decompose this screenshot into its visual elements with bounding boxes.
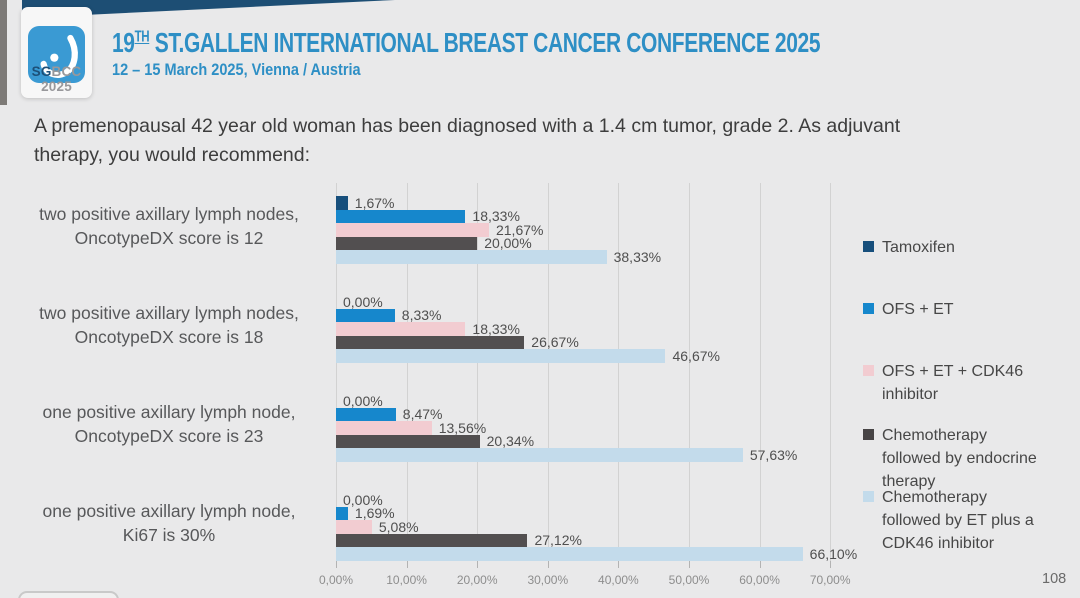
axis-tick-label: 10,00% [386,573,427,587]
gridline [406,183,408,561]
bar [336,349,666,363]
bar-value-label: 1,69% [354,505,395,522]
bar [336,196,348,210]
gridline [618,183,620,561]
bar [336,421,432,435]
gridline [547,183,549,561]
category-label: one positive axillary lymph node, Oncotyp… [42,402,296,446]
legend-swatch [863,303,874,314]
page-number: 108 [1042,571,1067,587]
bar [336,308,395,323]
gridline [830,183,832,561]
axis-tick [477,561,479,568]
logo-text-rest: BCC 2025 [41,64,82,94]
bar [336,322,466,336]
bar-value-label: 0,00% [343,491,383,508]
survey-results-bar-chart: 0,00% 10,00% 20,00% 30,00% 40,00% 50,00% 60,00… [0,183,1080,598]
category-label: two positive axillary lymph nodes, Oncoty… [39,204,299,248]
bar [336,448,743,462]
breast-icon [39,34,78,78]
bar [336,209,466,224]
bar-value-label: 0,00% [343,293,383,310]
logo-text-sg: SG [31,64,52,79]
axis-tick-label: 0,00% [318,573,354,587]
bar-value-label: 21,67% [495,221,544,238]
axis-tick-label: 70,00% [809,573,851,587]
gridline [759,183,761,561]
bar-value-label: 8,33% [401,307,442,324]
sgbcc-logo-text: SGBCC 2025 [21,64,92,94]
bar-value-label: 38,33% [613,248,662,265]
axis-tick-label: 30,00% [527,573,569,587]
title-text: ST.GALLEN INTERNATIONAL BREAST CANCER CO… [149,27,821,58]
partial-overlay-box [18,591,119,598]
axis-tick-label: 20,00% [456,573,498,587]
legend-label: OFS + ET + CDK46 inhibitor [882,363,1024,403]
bar-value-label: 26,67% [531,334,579,351]
bar-value-label: 20,00% [484,235,532,252]
bar [336,520,372,534]
bar [336,223,489,237]
legend-item: Tamoxifen [863,236,955,259]
legend-label: Chemotherapy followed by endocrine therapy [882,427,1037,490]
legend-item: Chemotherapy followed by endocrine therapy [863,424,1037,493]
question-text: A premenopausal 42 year old woman has be… [34,115,901,166]
legend-label: Tamoxifen [882,239,955,256]
bar-value-label: 5,08% [378,518,419,535]
bar-value-label: 27,12% [534,532,582,549]
axis-tick [618,561,620,568]
bar [336,335,525,350]
legend-swatch [863,429,874,440]
gridline [336,183,337,561]
bar [336,533,528,548]
axis-tick-label: 60,00% [739,573,780,587]
legend-label: OFS + ET [882,301,954,318]
legend-label: Chemotherapy followed by ET plus a CDK46 i… [882,489,1034,552]
legend-item: OFS + ET + CDK46 inhibitor [863,360,1023,406]
legend-swatch [863,365,874,376]
axis-tick [689,561,690,568]
legend-item: OFS + ET [863,298,954,321]
gridline [689,183,690,561]
bar [336,407,396,422]
axis-tick [830,561,832,568]
sgbcc-logo-card: SGBCC 2025 [21,7,92,98]
bar-value-label: 13,56% [438,419,487,436]
bar [336,250,607,264]
bar-value-label: 8,47% [402,406,443,423]
axis-tick [759,561,761,568]
category-label: two positive axillary lymph nodes, Oncoty… [39,303,299,347]
title-number: 19 [112,27,135,58]
left-edge-strip [0,0,7,105]
axis-tick-label: 50,00% [668,573,710,587]
bar [336,547,803,561]
bar [336,236,478,251]
bar-value-label: 0,00% [343,392,383,409]
axis-tick [406,561,408,568]
bar-value-label: 1,67% [354,194,395,211]
gridline [477,183,479,561]
axis-tick-label: 40,00% [598,573,639,587]
axis-tick [336,561,337,568]
bar-value-label: 18,33% [472,320,520,337]
bar-value-label: 18,33% [472,208,520,225]
axis-tick [547,561,549,568]
sgbcc-logo-mark [28,26,85,83]
legend-item: Chemotherapy followed by ET plus a CDK46 i… [863,486,1034,555]
category-label: one positive axillary lymph node, Ki67 is… [42,501,296,545]
bar-value-label: 66,10% [809,545,858,562]
bar-value-label: 20,34% [486,433,535,450]
title-ordinal: TH [134,28,150,46]
bar-value-label: 46,67% [672,347,720,364]
legend-swatch [863,491,874,502]
conference-subtitle: 12 – 15 March 2025, Vienna / Austria [112,61,361,79]
bar-value-label: 57,63% [749,446,798,463]
conference-title: 19TH ST.GALLEN INTERNATIONAL BREAST CANC… [112,27,821,59]
bar [336,506,348,521]
bar [336,434,480,449]
legend-swatch [863,241,874,252]
